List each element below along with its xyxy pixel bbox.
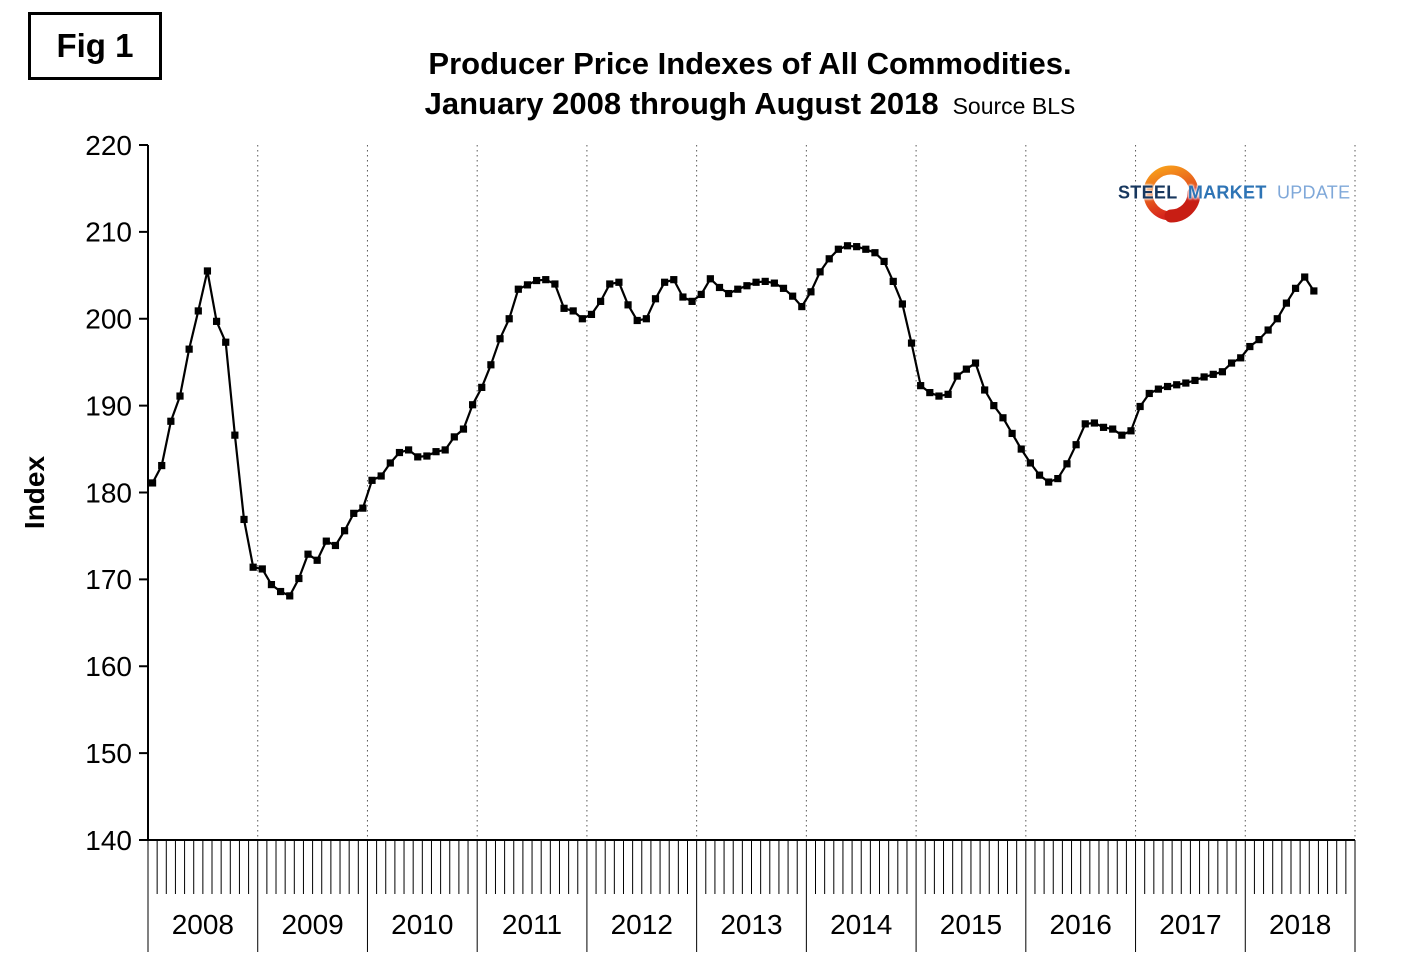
axes	[147, 145, 1355, 841]
svg-text:150: 150	[85, 738, 132, 769]
svg-text:2016: 2016	[1050, 909, 1112, 940]
chart-title-line2: January 2008 through August 2018 Source B…	[180, 84, 1320, 124]
logo-text: STEEL MARKET UPDATE	[1118, 183, 1350, 204]
logo-text-market: MARKET	[1187, 182, 1267, 203]
logo-ring-icon	[1143, 165, 1201, 223]
svg-text:170: 170	[85, 564, 132, 595]
svg-text:2013: 2013	[720, 909, 782, 940]
svg-text:200: 200	[85, 304, 132, 335]
svg-text:2009: 2009	[281, 909, 343, 940]
logo-text-steel: STEEL	[1118, 182, 1178, 203]
svg-text:2014: 2014	[830, 909, 892, 940]
svg-text:2015: 2015	[940, 909, 1002, 940]
chart-title-line2-text: January 2008 through August 2018	[424, 86, 939, 122]
svg-text:2018: 2018	[1269, 909, 1331, 940]
chart-title: Producer Price Indexes of All Commoditie…	[180, 44, 1320, 125]
svg-text:180: 180	[85, 477, 132, 508]
svg-text:2008: 2008	[172, 909, 234, 940]
smu-logo: STEEL MARKET UPDATE	[1118, 162, 1350, 224]
year-gridlines	[257, 145, 1356, 840]
svg-text:160: 160	[85, 651, 132, 682]
svg-text:220: 220	[85, 130, 132, 161]
fig-label-box: Fig 1	[28, 12, 162, 80]
fig-label: Fig 1	[56, 27, 134, 64]
svg-text:190: 190	[85, 390, 132, 421]
source-label: Source BLS	[952, 93, 1076, 120]
svg-text:210: 210	[85, 217, 132, 248]
svg-text:140: 140	[85, 825, 132, 856]
svg-text:2017: 2017	[1159, 909, 1221, 940]
series-markers	[148, 242, 1318, 600]
svg-text:2011: 2011	[502, 909, 562, 940]
svg-text:2012: 2012	[611, 909, 673, 940]
svg-text:2010: 2010	[391, 909, 453, 940]
y-axis-title: Index	[19, 456, 50, 530]
y-axis-labels: 140 150 160 170 180 190 200 210 220	[85, 130, 148, 856]
logo-text-update: UPDATE	[1276, 182, 1351, 203]
x-axis: 2008 2009 2010 2011 2012 2013 2014 2015 2016 2017…	[147, 840, 1356, 952]
chart-title-line1: Producer Price Indexes of All Commoditie…	[428, 46, 1072, 81]
